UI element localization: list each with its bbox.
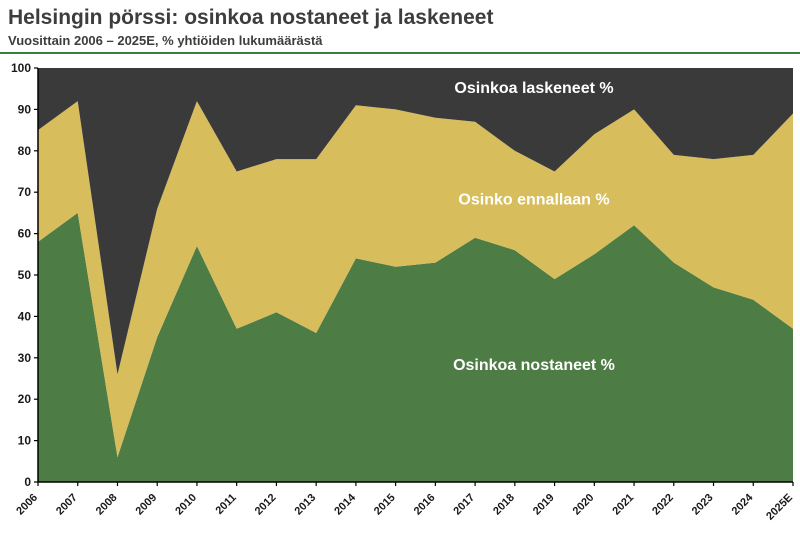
x-tick-label: 2012 <box>253 492 279 518</box>
y-tick-label: 0 <box>24 475 31 489</box>
y-tick-label: 10 <box>18 434 32 448</box>
x-tick-label: 2019 <box>531 492 557 518</box>
chart-header: Helsingin pörssi: osinkoa nostaneet ja l… <box>0 0 800 48</box>
y-tick-label: 90 <box>18 102 32 116</box>
x-tick-label: 2014 <box>332 491 358 517</box>
x-tick-label: 2020 <box>571 492 597 518</box>
x-tick-label: 2009 <box>134 492 160 518</box>
area-label-osinko-ennallaan: Osinko ennallaan % <box>458 192 609 209</box>
x-tick-label: 2021 <box>610 492 636 518</box>
x-tick-label: 2006 <box>14 492 40 518</box>
area-label-osinkoa-nostaneet: Osinkoa nostaneet % <box>453 357 615 374</box>
area-osinkoa-nostaneet <box>38 212 793 482</box>
x-tick-label: 2013 <box>293 492 319 518</box>
x-tick-label: 2015 <box>372 492 398 518</box>
y-tick-label: 70 <box>18 185 32 199</box>
x-tick-label: 2017 <box>451 492 477 518</box>
x-tick-label: 2024 <box>730 491 756 517</box>
header-divider <box>0 52 800 54</box>
y-tick-label: 30 <box>18 351 32 365</box>
x-tick-label: 2011 <box>213 492 238 517</box>
x-tick-label: 2008 <box>94 492 120 518</box>
area-label-osinkoa-laskeneet: Osinkoa laskeneet % <box>454 80 613 97</box>
y-tick-label: 20 <box>18 392 32 406</box>
x-tick-label: 2023 <box>690 492 716 518</box>
y-tick-label: 100 <box>11 61 31 75</box>
stacked-area-chart: 0 10 20 30 40 50 60 70 80 90 100 2006 2007 2008 2009 20… <box>11 61 795 523</box>
x-tick-label: 2022 <box>650 492 676 518</box>
y-tick-label: 80 <box>18 144 32 158</box>
x-tick-label: 2010 <box>173 492 199 518</box>
x-tick-label: 2025E <box>764 492 795 523</box>
x-tick-label: 2016 <box>412 492 438 518</box>
y-tick-label: 40 <box>18 309 32 323</box>
page-title: Helsingin pörssi: osinkoa nostaneet ja l… <box>8 6 494 29</box>
x-tick-label: 2007 <box>54 492 80 518</box>
area-osinko-ennallaan <box>38 101 793 458</box>
x-tick-label: 2018 <box>491 492 517 518</box>
chart-subtitle: Vuosittain 2006 – 2025E, % yhtiöiden luk… <box>8 33 323 48</box>
y-tick-label: 50 <box>18 268 32 282</box>
y-tick-label: 60 <box>18 227 32 241</box>
area-osinkoa-laskeneet <box>38 68 793 375</box>
